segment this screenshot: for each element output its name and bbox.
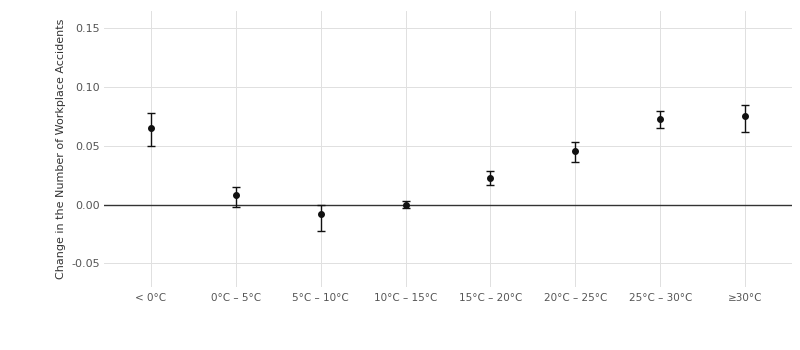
Y-axis label: Change in the Number of Workplace Accidents: Change in the Number of Workplace Accide… xyxy=(56,19,66,279)
